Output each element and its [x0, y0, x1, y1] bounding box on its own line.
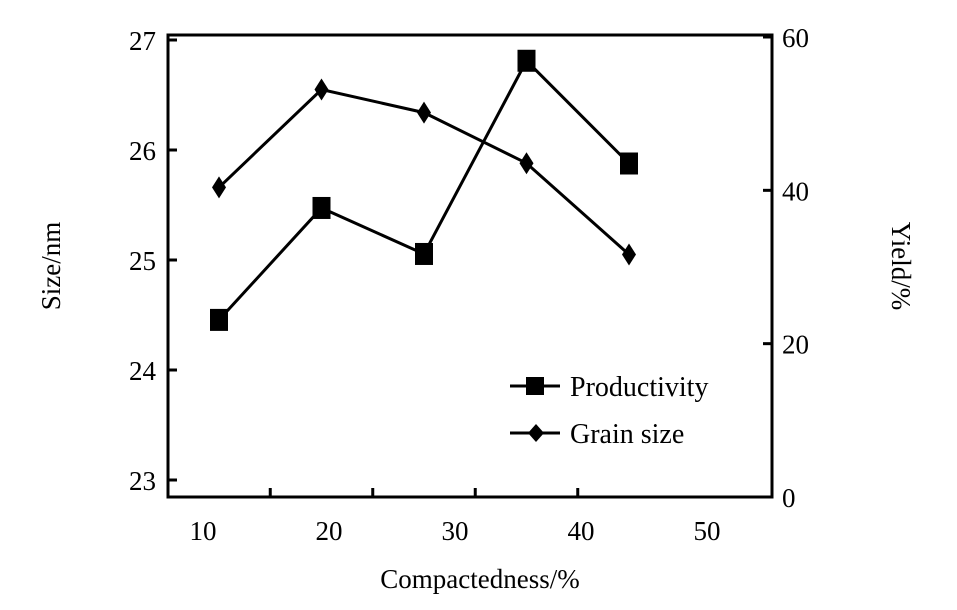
data-point-productivity — [620, 152, 638, 175]
x-tick-label: 10 — [190, 516, 217, 546]
data-point-grain-size — [417, 101, 431, 124]
legend-marker-grain-size — [528, 424, 544, 442]
x-tick-label: 30 — [442, 516, 469, 546]
series-line-productivity — [217, 58, 631, 321]
y-left-tick-label: 25 — [129, 246, 156, 276]
y-right-tick-label: 60 — [782, 23, 809, 53]
data-point-grain-size — [314, 78, 329, 101]
data-point-grain-size — [622, 243, 636, 266]
data-point-productivity — [517, 49, 536, 72]
data-point-grain-size — [212, 176, 226, 199]
data-point-productivity — [312, 196, 331, 219]
y-right-tick-label: 40 — [782, 176, 809, 206]
y-left-tick-label: 23 — [129, 466, 156, 496]
legend-marker-productivity — [526, 377, 544, 395]
data-point-productivity — [415, 242, 433, 265]
y-left-tick-label: 24 — [129, 356, 157, 386]
y-right-tick-label: 20 — [782, 330, 809, 360]
data-point-productivity — [210, 308, 228, 331]
x-tick-label: 50 — [694, 516, 721, 546]
y-right-tick-label: 0 — [782, 483, 796, 513]
legend-label-grain-size: Grain size — [570, 419, 684, 450]
y-left-tick-label: 27 — [129, 26, 156, 56]
legend-label-productivity: Productivity — [570, 372, 708, 403]
x-tick-label: 40 — [568, 516, 595, 546]
data-point-grain-size — [519, 152, 534, 175]
y-axis-label-left: Size/nm — [36, 222, 66, 311]
x-axis-label: Compactedness/% — [380, 564, 579, 594]
x-tick-label: 20 — [316, 516, 343, 546]
legend: Productivity Grain size — [510, 372, 708, 450]
y-left-tick-label: 26 — [129, 136, 156, 166]
plot-frame — [166, 33, 774, 499]
y-axis-label-right: Yield/% — [886, 222, 916, 311]
